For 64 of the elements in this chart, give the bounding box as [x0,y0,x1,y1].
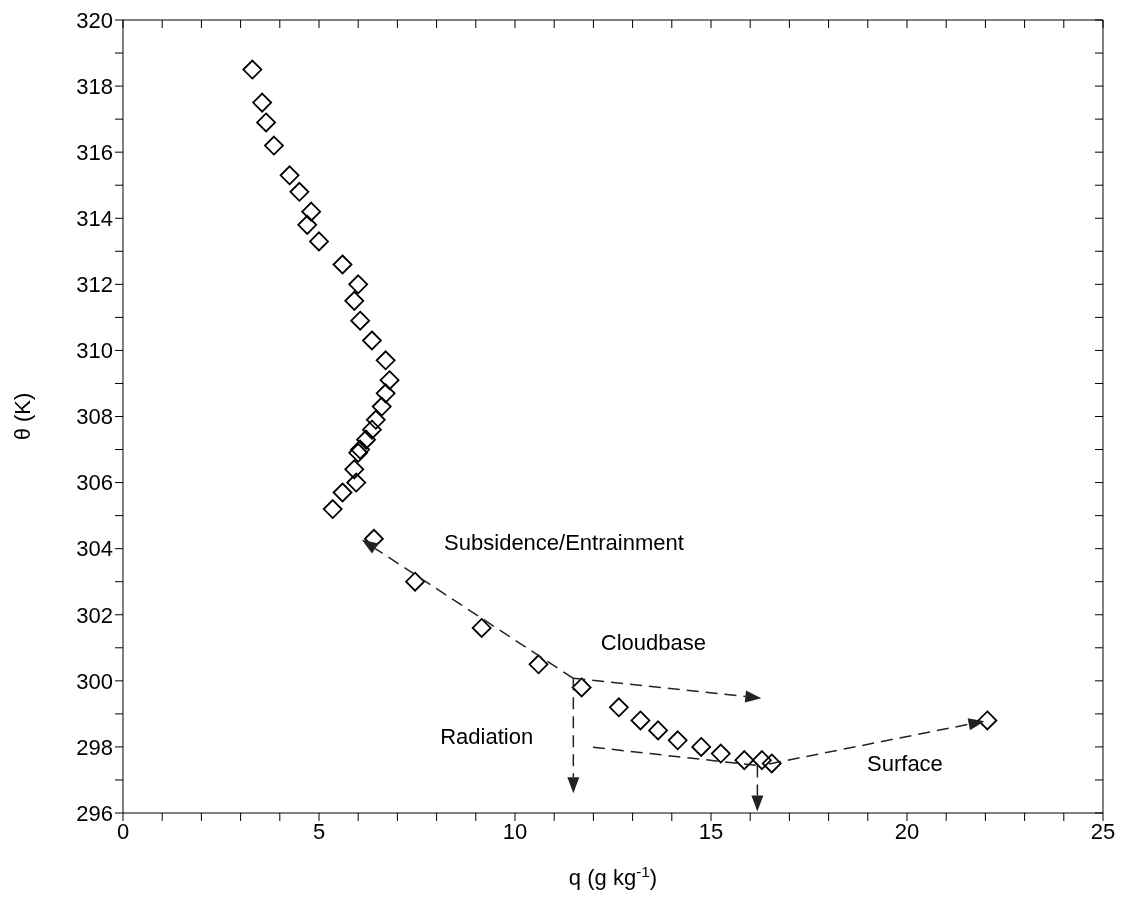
y-tick-label: 304 [76,536,113,562]
y-tick-label: 314 [76,206,113,232]
point [264,135,284,156]
point [346,472,367,493]
point [279,165,300,186]
annotation: Subsidence/Entrainment [444,529,684,555]
y-tick-label: 318 [76,73,113,99]
point [301,201,322,222]
y-tick-label: 316 [76,139,113,165]
point [332,482,353,503]
point [371,396,392,417]
point [297,214,318,235]
y-tick-label: 312 [76,272,113,298]
x-tick-label: 15 [698,818,724,844]
x-tick-label: 20 [894,818,920,844]
annotation: Cloudbase [600,630,706,656]
y-tick-label: 298 [76,734,113,760]
x-tick-label: 25 [1090,818,1116,844]
y-tick-label: 296 [76,800,113,826]
point [977,710,998,731]
point [761,753,782,774]
point [405,571,425,592]
point [528,654,549,675]
point [365,409,386,430]
point [350,310,371,331]
point [734,750,755,771]
point [344,459,365,480]
point [252,92,273,113]
point [309,231,329,252]
point [375,383,396,404]
point [322,499,343,519]
point [356,429,376,450]
point [348,274,369,295]
point [256,112,276,133]
point [608,697,629,718]
point [362,330,382,351]
point [630,710,651,731]
point [375,350,396,371]
point [752,750,772,771]
point [710,743,731,764]
point [332,254,353,275]
point [571,677,592,698]
point [667,730,688,751]
point [362,419,382,440]
point [344,290,365,311]
point [289,181,310,202]
y-tick-label: 320 [76,7,113,33]
y-tick-label: 310 [76,338,113,364]
y-tick-label: 306 [76,470,113,496]
point [471,618,492,638]
y-axis-title: θ (K) [10,392,35,441]
point [242,59,263,80]
x-tick-label: 5 [312,818,326,844]
x-axis-title: q (g kg$^{-1}$) [568,862,658,890]
annotation: Radiation [440,723,534,749]
x-tick-label: 10 [502,818,528,844]
point [691,737,712,757]
point [648,720,668,741]
y-tick-label: 302 [76,602,113,628]
annotation: Surface [867,751,943,777]
point [379,370,400,391]
y-tick-label: 308 [76,404,113,430]
y-tick-label: 300 [76,668,113,694]
x-tick-label: 0 [116,818,130,844]
